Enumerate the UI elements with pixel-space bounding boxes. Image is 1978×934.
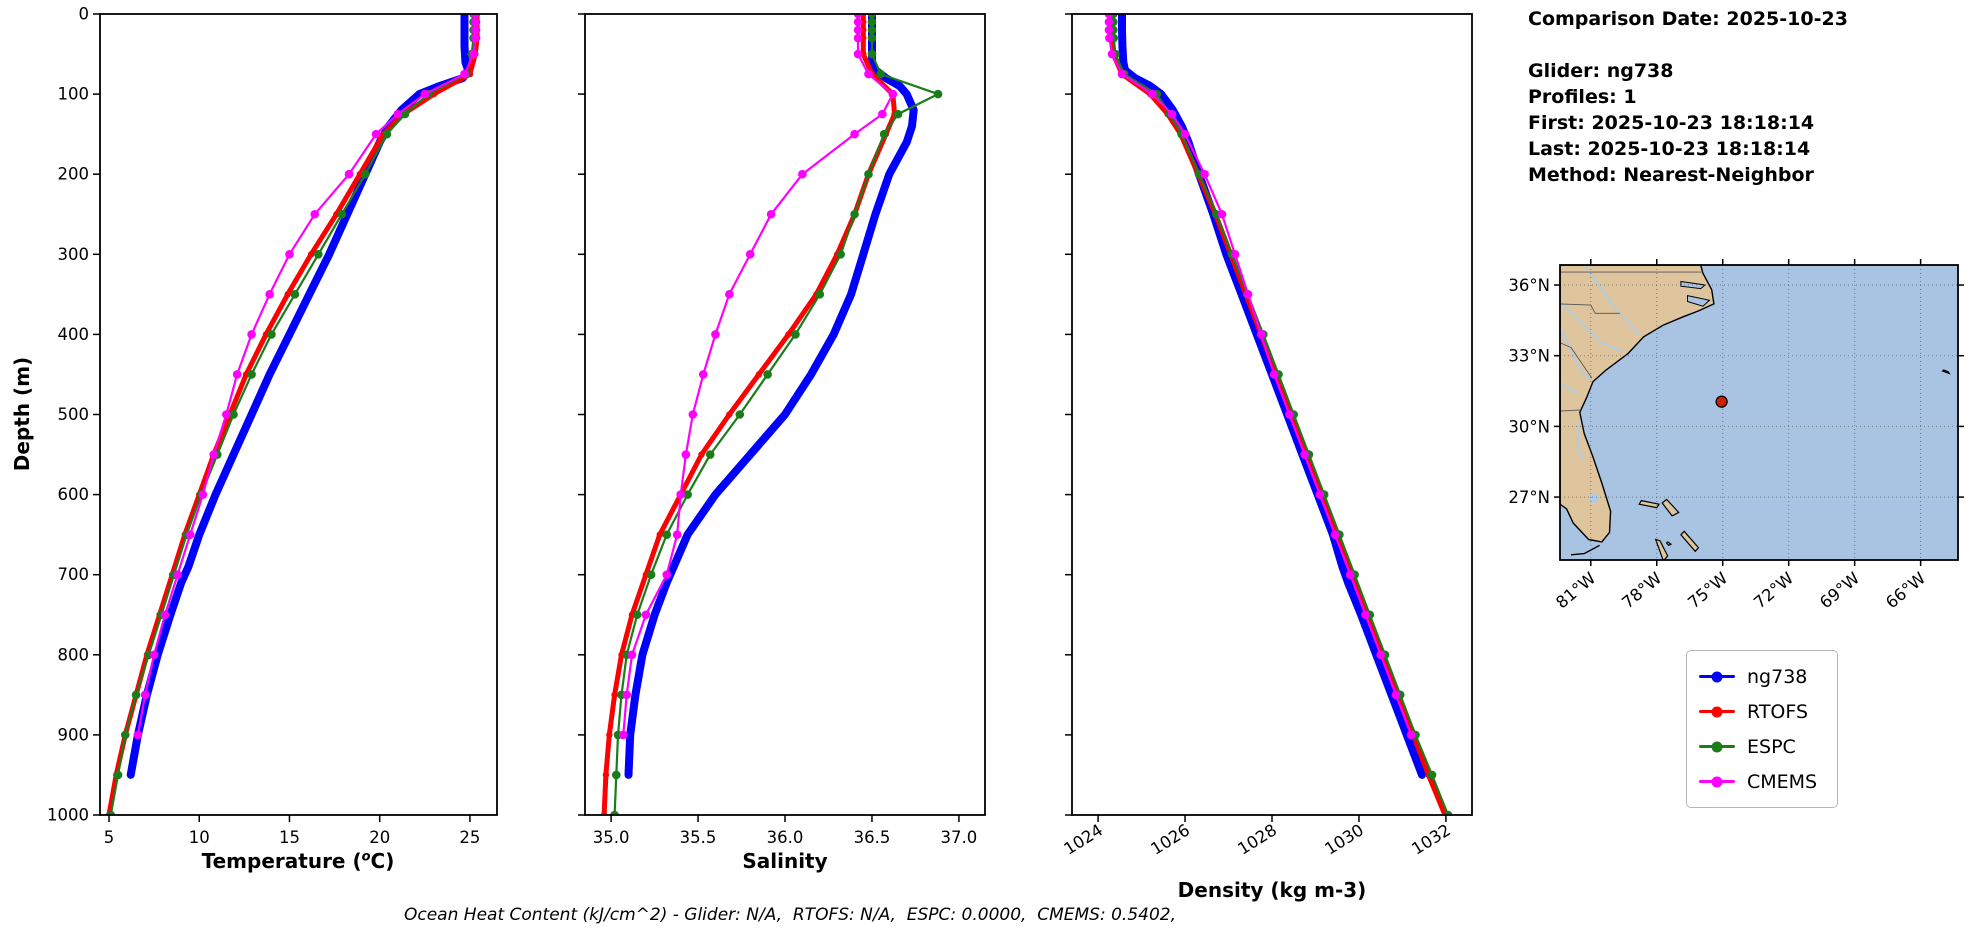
temperature-axis-label-pre: Temperature ( bbox=[201, 849, 362, 873]
info-last: Last: 2025-10-23 18:18:14 bbox=[1528, 138, 1811, 160]
svg-text:15: 15 bbox=[279, 828, 300, 847]
location-map: 81°W 78°W 75°W 72°W 69°W 66°W 36°N 33°N 30°N 27°N bbox=[1508, 259, 1964, 612]
svg-text:33°N: 33°N bbox=[1508, 347, 1550, 366]
temperature-axis-label-post: C) bbox=[370, 849, 395, 873]
salinity-series bbox=[600, 14, 943, 815]
legend-dot-espc bbox=[1711, 741, 1723, 752]
map-river bbox=[1560, 383, 1578, 395]
svg-text:700: 700 bbox=[58, 565, 90, 584]
info-glider: Glider: ng738 bbox=[1528, 60, 1674, 82]
legend-dot-cmems bbox=[1711, 776, 1723, 787]
legend-swatch-rtofs bbox=[1699, 706, 1735, 717]
svg-text:900: 900 bbox=[58, 725, 90, 744]
legend-swatch-espc bbox=[1699, 741, 1735, 752]
temperature-axis-label: Temperature (oC) bbox=[202, 849, 395, 873]
ohc-annotation: Ocean Heat Content (kJ/cm^2) - Glider: N… bbox=[404, 905, 1176, 925]
map-island bbox=[1941, 369, 1951, 375]
svg-text:600: 600 bbox=[58, 485, 90, 504]
depth-axis-label: Depth (m) bbox=[10, 356, 34, 472]
svg-text:75°W: 75°W bbox=[1684, 569, 1731, 613]
density-plot: 1024 1026 1028 1030 1032 bbox=[1061, 13, 1473, 859]
legend-label-ng738: ng738 bbox=[1747, 665, 1808, 688]
info-first: First: 2025-10-23 18:18:14 bbox=[1528, 112, 1815, 134]
info-comparison-date: Comparison Date: 2025-10-23 bbox=[1528, 8, 1848, 30]
density-axis-label: Density (kg m-3) bbox=[1177, 878, 1367, 902]
legend-item-ng738: ng738 bbox=[1699, 659, 1817, 694]
map-island bbox=[1665, 541, 1673, 547]
svg-text:300: 300 bbox=[58, 245, 90, 264]
comparison-info: Comparison Date: 2025-10-23 Glider: ng73… bbox=[1528, 6, 1848, 188]
svg-text:30°N: 30°N bbox=[1508, 417, 1550, 436]
salinity-plot: 35.0 35.5 36.0 36.5 37.0 bbox=[578, 13, 986, 847]
legend: ng738 RTOFS ESPC CMEMS bbox=[1686, 650, 1839, 808]
svg-text:0: 0 bbox=[79, 5, 90, 24]
svg-text:5: 5 bbox=[104, 828, 115, 847]
svg-text:20: 20 bbox=[369, 828, 390, 847]
svg-text:72°W: 72°W bbox=[1750, 569, 1797, 613]
density-series bbox=[1104, 14, 1453, 815]
legend-dot-rtofs bbox=[1711, 706, 1723, 717]
map-island bbox=[1638, 499, 1660, 509]
map-lake bbox=[1589, 493, 1599, 503]
svg-text:200: 200 bbox=[58, 165, 90, 184]
salinity-axis-label: Salinity bbox=[742, 849, 828, 873]
info-method: Method: Nearest-Neighbor bbox=[1528, 164, 1814, 186]
map-river bbox=[1576, 419, 1585, 460]
map-river bbox=[1560, 300, 1625, 353]
svg-text:1024: 1024 bbox=[1061, 820, 1107, 858]
svg-text:36°N: 36°N bbox=[1508, 276, 1550, 295]
legend-label-espc: ESPC bbox=[1747, 735, 1796, 758]
svg-text:37.0: 37.0 bbox=[941, 828, 978, 847]
map-border bbox=[1560, 409, 1581, 412]
map-island bbox=[1680, 530, 1700, 553]
svg-text:69°W: 69°W bbox=[1816, 569, 1863, 613]
map-marker bbox=[1715, 395, 1728, 408]
legend-swatch-ng738 bbox=[1699, 671, 1735, 682]
svg-text:10: 10 bbox=[189, 828, 210, 847]
svg-text:1030: 1030 bbox=[1321, 820, 1367, 858]
map-sound bbox=[1687, 294, 1711, 307]
svg-text:35.0: 35.0 bbox=[593, 828, 630, 847]
svg-text:36.0: 36.0 bbox=[767, 828, 804, 847]
map-border bbox=[1560, 342, 1593, 379]
legend-item-rtofs: RTOFS bbox=[1699, 694, 1817, 729]
map-island bbox=[1661, 498, 1680, 517]
temperature-plot: 5 10 15 20 25 0 100 200 300 400 500 600 700 800 900 100… bbox=[47, 5, 498, 847]
svg-text:81°W: 81°W bbox=[1552, 569, 1599, 613]
info-spacer bbox=[1528, 32, 1848, 58]
temperature-axis-label-sup: o bbox=[361, 849, 371, 865]
svg-text:27°N: 27°N bbox=[1508, 488, 1550, 507]
legend-item-espc: ESPC bbox=[1699, 729, 1817, 764]
svg-text:500: 500 bbox=[58, 405, 90, 424]
svg-text:35.5: 35.5 bbox=[680, 828, 717, 847]
svg-text:100: 100 bbox=[58, 85, 90, 104]
map-river bbox=[1560, 327, 1593, 380]
svg-text:1028: 1028 bbox=[1234, 820, 1280, 858]
map-keys bbox=[1570, 544, 1600, 556]
map-island bbox=[1654, 538, 1669, 560]
svg-text:400: 400 bbox=[58, 325, 90, 344]
legend-item-cmems: CMEMS bbox=[1699, 764, 1817, 799]
map-border bbox=[1560, 303, 1620, 314]
svg-text:66°W: 66°W bbox=[1882, 569, 1929, 613]
info-profiles: Profiles: 1 bbox=[1528, 86, 1637, 108]
svg-text:25: 25 bbox=[459, 828, 480, 847]
temperature-series bbox=[105, 14, 481, 815]
legend-label-rtofs: RTOFS bbox=[1747, 700, 1809, 723]
legend-swatch-cmems bbox=[1699, 776, 1735, 787]
legend-dot-ng738 bbox=[1711, 671, 1723, 682]
svg-text:36.5: 36.5 bbox=[854, 828, 891, 847]
legend-label-cmems: CMEMS bbox=[1747, 770, 1818, 793]
svg-text:800: 800 bbox=[58, 645, 90, 664]
svg-text:78°W: 78°W bbox=[1618, 569, 1665, 613]
map-river bbox=[1583, 265, 1640, 336]
svg-text:1026: 1026 bbox=[1147, 820, 1193, 858]
svg-text:1032: 1032 bbox=[1408, 820, 1454, 858]
svg-text:1000: 1000 bbox=[47, 806, 89, 825]
map-land bbox=[1560, 265, 1715, 543]
